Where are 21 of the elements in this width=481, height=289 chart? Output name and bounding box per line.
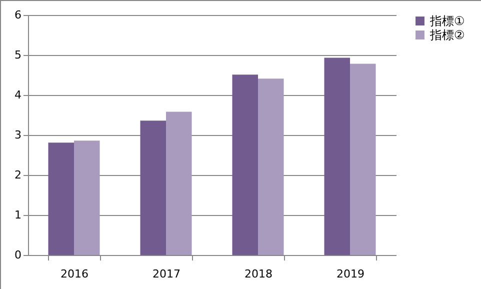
x-tick-label: 2016 [60,268,88,280]
y-tick-label: 5 [14,48,22,62]
x-tick-label: 2017 [152,268,180,280]
x-tick-label: 2019 [336,268,364,280]
x-tick-label: 2018 [244,268,272,280]
bar [166,112,192,255]
y-tick-label: 4 [14,88,22,102]
bar [232,74,258,255]
y-tick-label: 2 [14,168,22,182]
bar [324,58,350,255]
y-tick-label: 3 [14,128,22,142]
y-tick-label: 0 [14,248,22,262]
bar [74,140,100,255]
y-tick-label: 6 [14,8,22,22]
bar [140,120,166,255]
bar [350,64,376,255]
bar [258,78,284,255]
bar [48,142,74,255]
legend-label: 指標① [429,14,465,28]
y-tick-label: 1 [14,208,22,222]
legend-label: 指標② [429,28,465,42]
